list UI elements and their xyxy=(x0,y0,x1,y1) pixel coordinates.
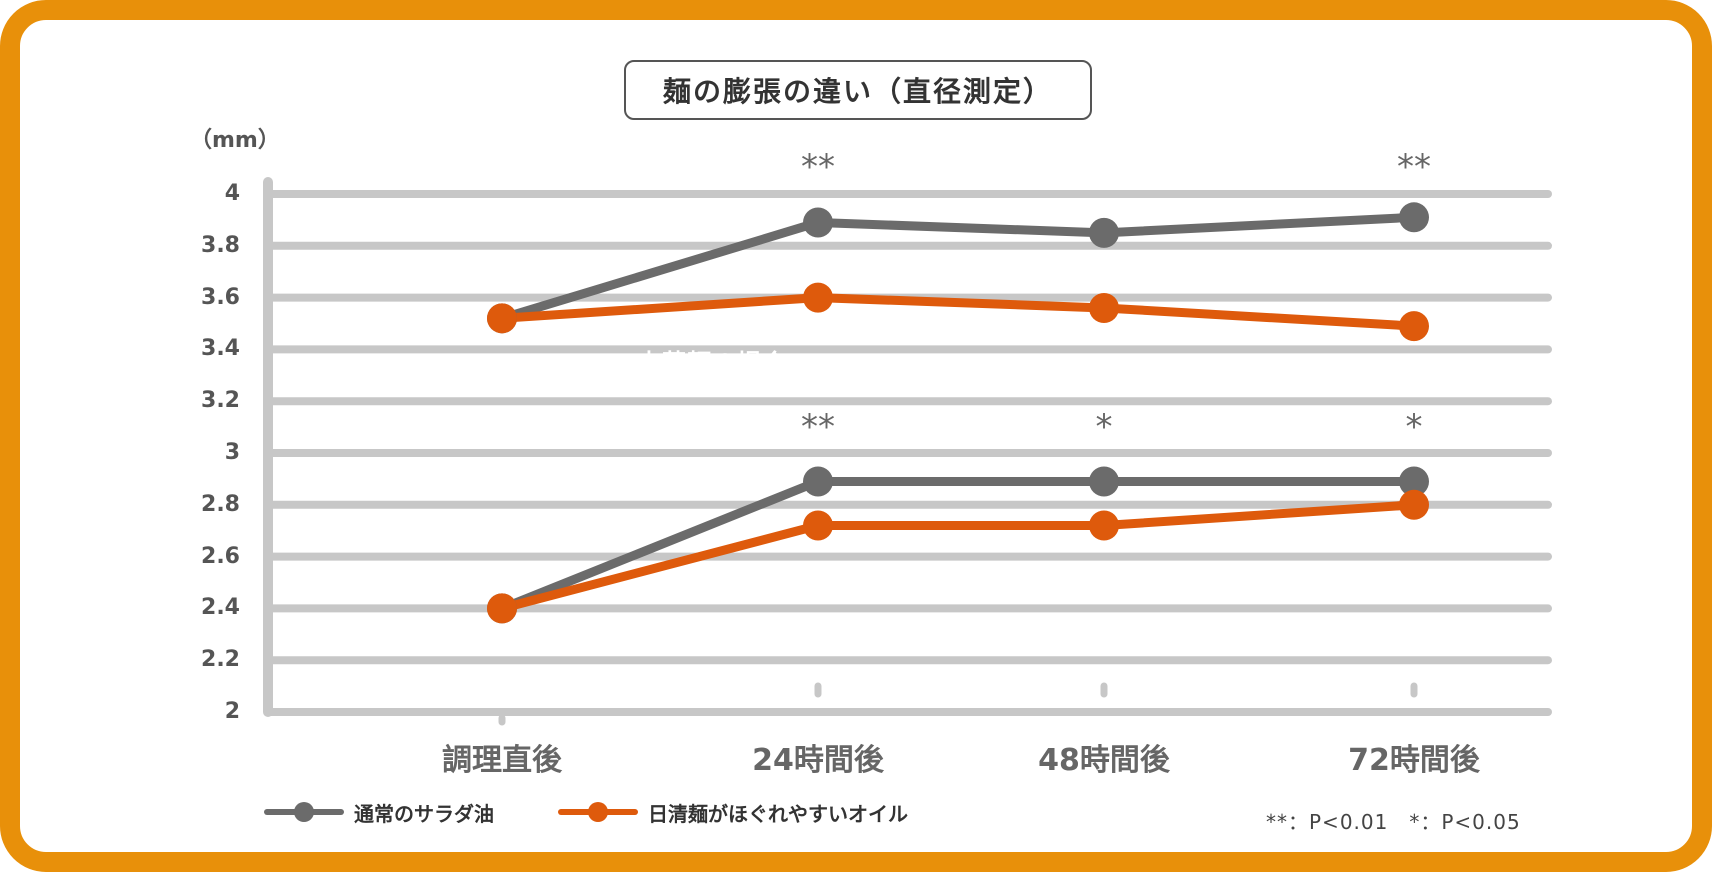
significance-marker: ** xyxy=(801,407,835,447)
legend-label-nissin-oil: 日清麺がほぐれやすいオイル xyxy=(648,801,908,826)
data-point-g1-s0-1 xyxy=(803,466,833,497)
chart-plot xyxy=(263,177,1552,726)
series-line-g1-s1 xyxy=(497,500,1419,613)
significance-marker: * xyxy=(1405,407,1423,447)
x-tick-label: 24時間後 xyxy=(752,743,884,778)
data-point-g1-s1-3 xyxy=(1399,489,1429,520)
y-tick-label: 2.2 xyxy=(201,647,240,673)
data-point-g0-s1-3 xyxy=(1399,311,1429,342)
legend-item-salad-oil: 通常のサラダ油 xyxy=(264,797,494,827)
y-tick-label: 2 xyxy=(224,699,240,724)
significance-marker: * xyxy=(1095,407,1113,447)
series-line-g0-s1 xyxy=(497,293,1419,331)
data-point-g1-s1-0 xyxy=(487,593,517,624)
y-tick-label: 3.8 xyxy=(201,232,240,258)
data-point-g1-s1-1 xyxy=(803,510,833,541)
data-point-g0-s1-1 xyxy=(803,282,833,313)
chart-title: 麺の膨張の違い（直径測定） xyxy=(624,60,1092,120)
series-line-g0-s0 xyxy=(497,212,1419,323)
y-tick-label: 3.4 xyxy=(201,336,240,362)
y-tick-label: 3 xyxy=(224,440,240,465)
data-point-g0-s0-2 xyxy=(1089,217,1119,248)
y-tick-label: 2.6 xyxy=(201,543,240,569)
y-axis-unit: （mm） xyxy=(190,128,280,153)
x-tick-label: 72時間後 xyxy=(1348,743,1480,778)
y-tick-label: 4 xyxy=(224,181,240,206)
data-point-g0-s1-0 xyxy=(487,303,517,334)
y-tick-label: 2.8 xyxy=(201,491,240,517)
significance-note: **：P<0.01 *：P<0.05 xyxy=(1266,810,1521,834)
significance-marker: ** xyxy=(1397,147,1431,187)
data-point-g0-s0-3 xyxy=(1399,202,1429,233)
data-point-g1-s0-3 xyxy=(1399,466,1429,497)
data-point-g0-s0-1 xyxy=(803,207,833,238)
legend-swatch-gray xyxy=(264,797,344,827)
data-point-g1-s0-2 xyxy=(1089,466,1119,497)
significance-marker: ** xyxy=(801,147,835,187)
data-point-g0-s1-2 xyxy=(1089,292,1119,323)
group-label-spaghetti: スパゲッティーの場合 xyxy=(599,617,849,646)
data-point-g1-s1-2 xyxy=(1089,510,1119,541)
legend-label-salad-oil: 通常のサラダ油 xyxy=(354,801,494,826)
legend-swatch-orange xyxy=(558,797,638,827)
y-tick-label: 3.6 xyxy=(201,284,240,310)
legend-item-nissin-oil: 日清麺がほぐれやすいオイル xyxy=(558,797,908,827)
y-tick-label: 2.4 xyxy=(201,595,240,621)
series-line-g1-s0 xyxy=(497,476,1419,613)
x-tick-label: 48時間後 xyxy=(1038,743,1170,778)
group-label-chinese-noodles: 中華麺の場合 xyxy=(637,348,787,377)
y-tick-label: 3.2 xyxy=(201,388,240,414)
x-tick-label: 調理直後 xyxy=(442,743,562,778)
